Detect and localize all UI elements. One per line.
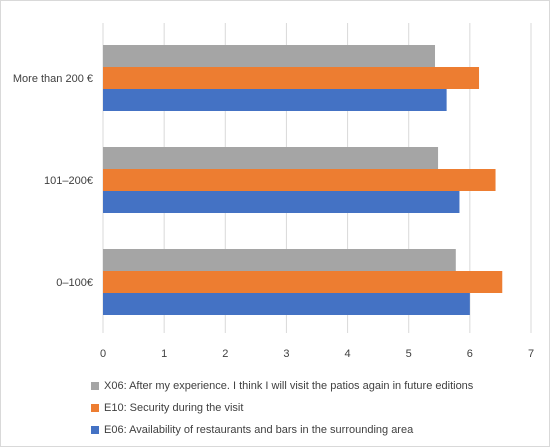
x-tick-label-1: 1 [161, 348, 167, 360]
bar-0-2 [103, 89, 447, 111]
x-tick-label-2: 2 [222, 348, 228, 360]
bar-0-1 [103, 67, 480, 89]
legend: X06: After my experience. I think I will… [91, 375, 541, 441]
bar-1-1 [103, 169, 496, 191]
bar-chart: More than 200 € 101–200€ 0–100€ 0 1 2 3 4 5 6 7 [13, 23, 534, 360]
x-tick-labels: 0 1 2 3 4 5 6 7 [100, 348, 534, 360]
legend-label-e10: E10: Security during the visit [104, 402, 244, 414]
bar-1-0 [103, 147, 439, 169]
legend-swatch-x06 [91, 382, 99, 390]
x-tick-label-5: 5 [406, 348, 412, 360]
legend-item-e06: E06: Availability of restaurants and bar… [91, 419, 541, 441]
legend-item-x06: X06: After my experience. I think I will… [91, 375, 541, 397]
bar-1-2 [103, 191, 460, 213]
category-labels: More than 200 € 101–200€ 0–100€ [13, 73, 93, 289]
legend-label-e06: E06: Availability of restaurants and bar… [104, 424, 414, 436]
legend-label-x06: X06: After my experience. I think I will… [104, 380, 474, 392]
legend-item-e10: E10: Security during the visit [91, 397, 541, 419]
x-tick-label-0: 0 [100, 348, 106, 360]
legend-swatch-e10 [91, 404, 99, 412]
x-tick-label-6: 6 [467, 348, 473, 360]
category-label-0: More than 200 € [13, 73, 93, 85]
x-tick-label-7: 7 [528, 348, 534, 360]
bars [103, 45, 503, 315]
category-label-1: 101–200€ [44, 175, 93, 187]
category-label-2: 0–100€ [56, 277, 93, 289]
x-tick-label-3: 3 [283, 348, 289, 360]
bar-2-2 [103, 293, 470, 315]
bar-0-0 [103, 45, 436, 67]
x-tick-label-4: 4 [345, 348, 351, 360]
bar-2-0 [103, 249, 456, 271]
bar-2-1 [103, 271, 503, 293]
legend-swatch-e06 [91, 426, 99, 434]
